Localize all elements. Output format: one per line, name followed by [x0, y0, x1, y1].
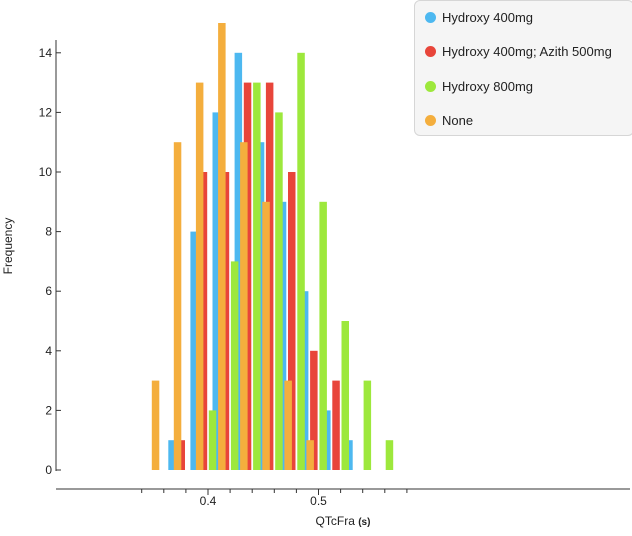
bars-group — [151, 23, 394, 471]
legend-item-none[interactable]: None — [425, 110, 473, 130]
bar — [284, 380, 292, 470]
bar — [195, 82, 204, 470]
legend-swatch — [425, 114, 436, 126]
legend-item-hydroxy-800[interactable]: Hydroxy 800mg — [425, 76, 533, 96]
legend-swatch — [425, 80, 436, 92]
bar — [173, 142, 182, 470]
legend-label: Hydroxy 800mg — [442, 78, 534, 94]
bar — [310, 350, 318, 470]
x-tick-label: 0.4 — [200, 494, 217, 508]
y-tick-label: 14 — [39, 46, 53, 60]
legend-item-hydroxy-400[interactable]: Hydroxy 400mg — [425, 7, 533, 27]
legend-label: Hydroxy 400mg — [442, 9, 534, 25]
bar — [385, 440, 394, 470]
y-tick-label: 6 — [45, 284, 52, 298]
legend-swatch — [425, 11, 436, 23]
bar — [151, 380, 160, 470]
bar — [288, 172, 296, 470]
bar — [363, 380, 372, 470]
x-tick-label: 0.5 — [310, 494, 327, 508]
bar — [212, 112, 220, 471]
bar — [190, 231, 198, 470]
y-tick-label: 4 — [45, 344, 52, 358]
bar — [306, 440, 314, 470]
y-axis: 0 2 4 6 8 10 12 14 — [39, 40, 61, 477]
bar — [253, 82, 261, 470]
bar — [199, 172, 208, 470]
bar — [275, 112, 283, 471]
legend-item-hydroxy-azith[interactable]: Hydroxy 400mg; Azith 500mg — [425, 41, 612, 61]
bar — [240, 142, 248, 470]
y-tick-label: 8 — [45, 225, 52, 239]
legend-label: Hydroxy 400mg; Azith 500mg — [442, 43, 612, 59]
legend-label: None — [442, 112, 474, 128]
y-axis-label: Frequency — [1, 218, 15, 275]
bar — [332, 380, 340, 470]
bar — [297, 52, 305, 471]
x-axis-label-name: QTcFra — [316, 514, 356, 528]
bar — [319, 201, 327, 471]
y-tick-label: 0 — [45, 463, 52, 477]
legend: Hydroxy 400mg Hydroxy 400mg; Azith 500mg… — [414, 0, 632, 136]
x-axis-label: QTcFra (s) — [316, 514, 371, 528]
bar — [262, 201, 270, 471]
y-tick-label: 2 — [45, 403, 52, 417]
x-axis-label-unit: (s) — [358, 517, 370, 528]
bar — [168, 440, 176, 470]
bar — [208, 410, 217, 470]
y-tick-label: 12 — [39, 105, 53, 119]
bar — [230, 261, 239, 470]
legend-swatch — [425, 45, 436, 57]
bar — [218, 23, 226, 470]
x-axis: 0.4 0.5 — [56, 488, 630, 508]
y-tick-label: 10 — [39, 165, 53, 179]
bar — [341, 321, 349, 470]
